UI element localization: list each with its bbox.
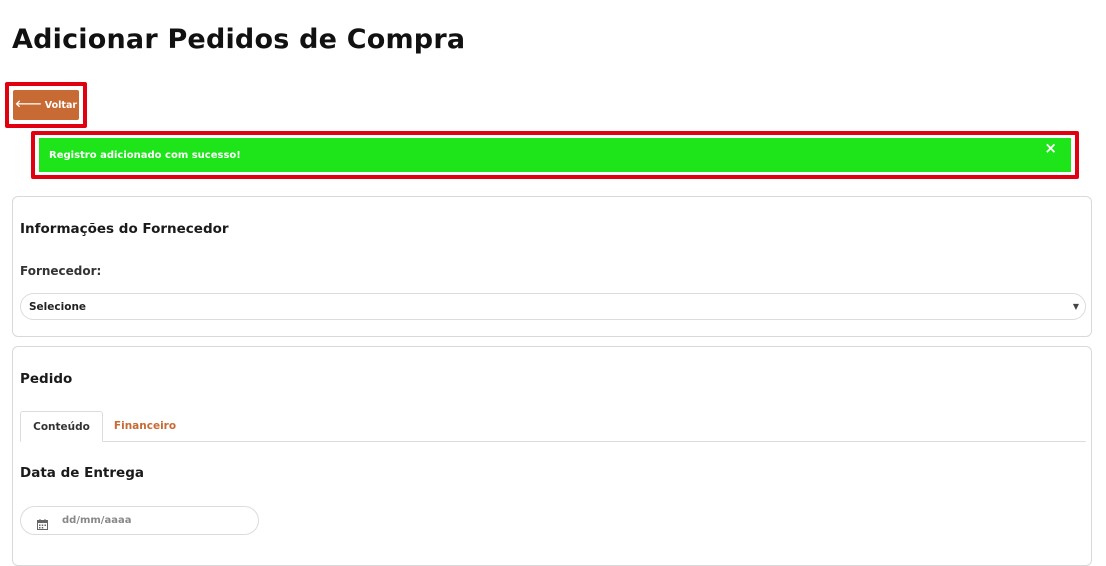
date-placeholder: dd/mm/aaaa xyxy=(62,515,132,526)
order-card: Pedido Conteúdo Financeiro Data de Entre… xyxy=(12,346,1092,566)
supplier-field-label: Fornecedor: xyxy=(20,264,102,278)
alert-highlight: Registro adicionado com sucesso! × xyxy=(31,131,1079,179)
tab-conteudo[interactable]: Conteúdo xyxy=(20,411,103,442)
supplier-select-value: Selecione xyxy=(29,300,87,313)
arrow-left-icon: 🡐 xyxy=(14,99,42,110)
back-button-highlight: 🡐 Voltar xyxy=(5,82,87,128)
page-title: Adicionar Pedidos de Compra xyxy=(12,24,466,55)
delivery-date-title: Data de Entrega xyxy=(20,465,144,481)
close-icon[interactable]: × xyxy=(1044,139,1057,157)
success-alert: Registro adicionado com sucesso! × xyxy=(39,138,1071,172)
back-button-label: Voltar xyxy=(44,99,78,111)
supplier-card: Informações do Fornecedor Fornecedor: Se… xyxy=(12,196,1092,337)
alert-message: Registro adicionado com sucesso! xyxy=(49,149,241,161)
order-tabs: Conteúdo Financeiro xyxy=(20,411,1086,442)
supplier-section-title: Informações do Fornecedor xyxy=(20,221,229,237)
order-section-title: Pedido xyxy=(20,371,73,387)
back-button[interactable]: 🡐 Voltar xyxy=(13,90,79,120)
supplier-select[interactable]: Selecione ▼ xyxy=(20,293,1086,320)
chevron-down-icon: ▼ xyxy=(1072,302,1079,311)
calendar-icon xyxy=(37,515,48,530)
delivery-date-input[interactable]: dd/mm/aaaa xyxy=(20,506,259,535)
tab-financeiro[interactable]: Financeiro xyxy=(113,420,177,432)
